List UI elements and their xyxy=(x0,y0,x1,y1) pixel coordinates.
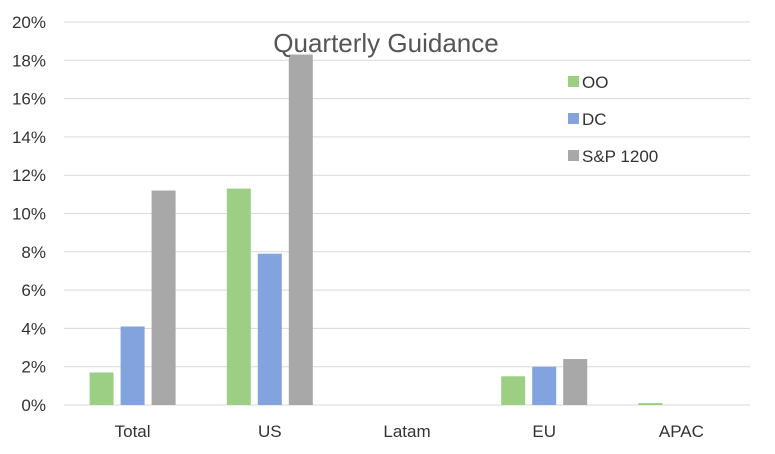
y-tick-label: 8% xyxy=(21,243,46,262)
bar-dc-total xyxy=(120,326,145,405)
legend-swatch xyxy=(568,150,579,161)
bar-dc-eu xyxy=(532,366,557,405)
x-tick-label: US xyxy=(258,422,282,441)
x-tick-label: EU xyxy=(532,422,556,441)
bars xyxy=(89,54,663,406)
y-tick-label: 12% xyxy=(12,166,46,185)
bar-oo-apac xyxy=(638,403,663,405)
legend: OO DC S&P 1200 xyxy=(568,73,658,166)
bar-s-p-1200-total xyxy=(151,190,176,405)
bar-oo-eu xyxy=(501,376,526,405)
bar-oo-us xyxy=(226,188,251,405)
x-tick-label: APAC xyxy=(659,422,704,441)
legend-swatch xyxy=(568,113,579,124)
y-tick-label: 4% xyxy=(21,319,46,338)
legend-label: DC xyxy=(582,110,607,129)
y-tick-label: 14% xyxy=(12,128,46,147)
chart-title: Quarterly Guidance xyxy=(273,28,498,58)
legend-label: S&P 1200 xyxy=(582,147,658,166)
legend-label: OO xyxy=(582,73,608,92)
y-tick-label: 20% xyxy=(12,13,46,32)
y-tick-label: 18% xyxy=(12,51,46,70)
y-tick-label: 2% xyxy=(21,358,46,377)
y-tick-label: 10% xyxy=(12,205,46,224)
x-axis-ticks: Total US Latam EU APAC xyxy=(115,422,704,441)
legend-swatch xyxy=(568,76,579,87)
bar-s-p-1200-eu xyxy=(563,359,588,405)
y-tick-label: 0% xyxy=(21,396,46,415)
y-tick-label: 16% xyxy=(12,90,46,109)
y-tick-label: 6% xyxy=(21,281,46,300)
bar-dc-us xyxy=(257,253,282,405)
gridlines xyxy=(64,21,750,406)
y-axis-ticks: 0% 2% 4% 6% 8% 10% 12% 14% 16% 18% 20% xyxy=(12,13,46,415)
bar-oo-total xyxy=(89,372,114,405)
bar-s-p-1200-us xyxy=(288,54,313,406)
x-tick-label: Latam xyxy=(383,422,430,441)
x-tick-label: Total xyxy=(115,422,151,441)
